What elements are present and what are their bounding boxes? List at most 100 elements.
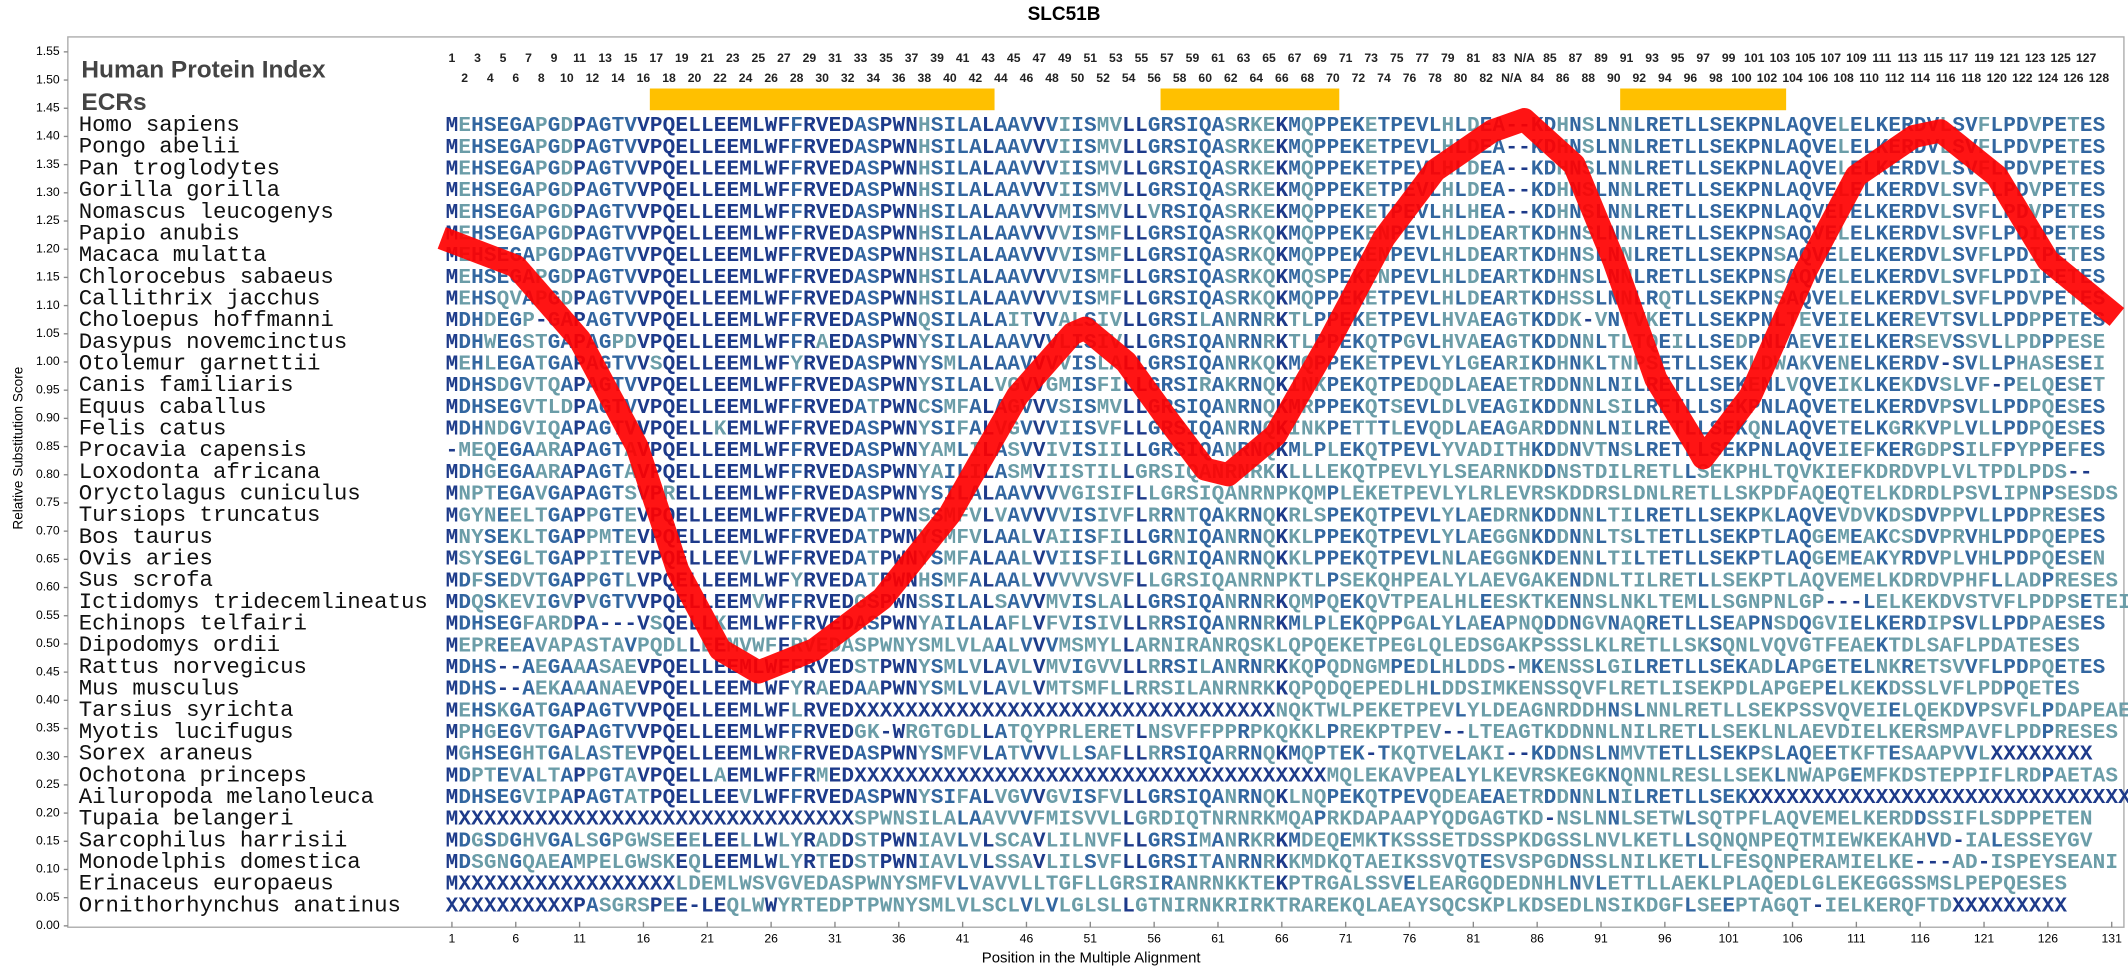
- residue: D: [1927, 439, 1940, 463]
- residue: F: [1863, 742, 1876, 766]
- residue: F: [1046, 612, 1059, 636]
- residue: A: [1007, 352, 1020, 376]
- residue: V: [816, 504, 829, 528]
- residue: E: [1505, 764, 1518, 788]
- residue: L: [1595, 872, 1608, 896]
- residue: N: [1786, 764, 1799, 788]
- residue: S: [1173, 135, 1186, 159]
- residue: S: [1390, 395, 1403, 419]
- residue: T: [612, 764, 625, 788]
- residue: D: [1467, 829, 1480, 853]
- residue: E: [714, 200, 727, 224]
- residue: T: [612, 439, 625, 463]
- residue: L: [1825, 872, 1838, 896]
- residue: L: [688, 135, 701, 159]
- residue: P: [1276, 569, 1289, 593]
- residue: F: [1122, 504, 1135, 528]
- residue: L: [956, 439, 969, 463]
- residue: Q: [1301, 200, 1314, 224]
- residue: V: [1046, 114, 1059, 138]
- residue: G: [599, 460, 612, 484]
- residue: G: [458, 742, 471, 766]
- residue: E: [1493, 721, 1506, 745]
- residue: E: [829, 417, 842, 441]
- residue: X: [1888, 786, 1901, 810]
- residue: E: [2054, 200, 2067, 224]
- residue: L: [1863, 265, 1876, 289]
- residue: I: [944, 244, 957, 268]
- residue: L: [1301, 330, 1314, 354]
- residue: A: [561, 786, 574, 810]
- residue: N: [1607, 699, 1620, 723]
- residue: L: [1429, 547, 1442, 571]
- residue: E: [2054, 222, 2067, 246]
- residue: I: [1173, 677, 1186, 701]
- x-tick-label: 6: [512, 932, 519, 946]
- residue: L: [1990, 504, 2003, 528]
- residue: H: [1416, 677, 1429, 701]
- residue: P: [535, 200, 548, 224]
- residue: M: [944, 395, 957, 419]
- residue: X: [1876, 786, 1889, 810]
- residue: V: [1939, 569, 1952, 593]
- residue: L: [1429, 352, 1442, 376]
- residue: H: [1978, 526, 1991, 550]
- residue: V: [1110, 309, 1123, 333]
- residue: S: [1952, 244, 1965, 268]
- x-tick-label: 66: [1275, 932, 1289, 946]
- species-name: Rattus norvegicus: [79, 654, 307, 680]
- residue: Q: [1263, 395, 1276, 419]
- residue: S: [1710, 395, 1723, 419]
- sequence: MXXXXXXXXXXXXXXXXXXXXXXXXXXXXXXXSPWNSILA…: [446, 807, 2093, 831]
- residue: L: [1863, 591, 1876, 615]
- residue: N: [1569, 352, 1582, 376]
- residue: P: [1748, 200, 1761, 224]
- residue: P: [880, 265, 893, 289]
- residue: D: [841, 569, 854, 593]
- residue: E: [1850, 612, 1863, 636]
- residue: L: [752, 330, 765, 354]
- residue: S: [2093, 612, 2106, 636]
- residue: K: [1276, 786, 1289, 810]
- residue: M: [446, 265, 459, 289]
- residue: T: [1646, 677, 1659, 701]
- residue: D: [1952, 699, 1965, 723]
- residue: G: [509, 851, 522, 875]
- residue: L: [1633, 222, 1646, 246]
- residue: M: [446, 742, 459, 766]
- residue: P: [650, 309, 663, 333]
- residue: A: [1007, 482, 1020, 506]
- human-index-label: 82: [1479, 71, 1493, 85]
- residue: V: [1403, 460, 1416, 484]
- residue: E: [1850, 287, 1863, 311]
- residue: V: [995, 374, 1008, 398]
- residue: L: [2029, 374, 2042, 398]
- residue: T: [1020, 309, 1033, 333]
- residue: N: [905, 417, 918, 441]
- human-index-label: 119: [1974, 51, 1994, 65]
- residue: Q: [663, 677, 676, 701]
- residue: P: [2042, 287, 2055, 311]
- residue: K: [1735, 352, 1748, 376]
- residue: S: [624, 482, 637, 506]
- residue: P: [650, 287, 663, 311]
- residue: I: [1952, 807, 1965, 831]
- residue: P: [880, 526, 893, 550]
- residue: I: [1097, 439, 1110, 463]
- residue: P: [1390, 287, 1403, 311]
- residue: Y: [1429, 807, 1442, 831]
- residue: R: [1505, 244, 1518, 268]
- residue: L: [982, 656, 995, 680]
- residue: L: [956, 591, 969, 615]
- residue: M: [1288, 135, 1301, 159]
- residue: H: [1441, 265, 1454, 289]
- residue: A: [969, 309, 982, 333]
- residue: E: [1659, 179, 1672, 203]
- residue: K: [1544, 569, 1557, 593]
- residue: E: [1825, 352, 1838, 376]
- residue: E: [471, 439, 484, 463]
- residue: R: [1493, 460, 1506, 484]
- residue: L: [1773, 742, 1786, 766]
- residue: E: [497, 460, 510, 484]
- residue: V: [944, 829, 957, 853]
